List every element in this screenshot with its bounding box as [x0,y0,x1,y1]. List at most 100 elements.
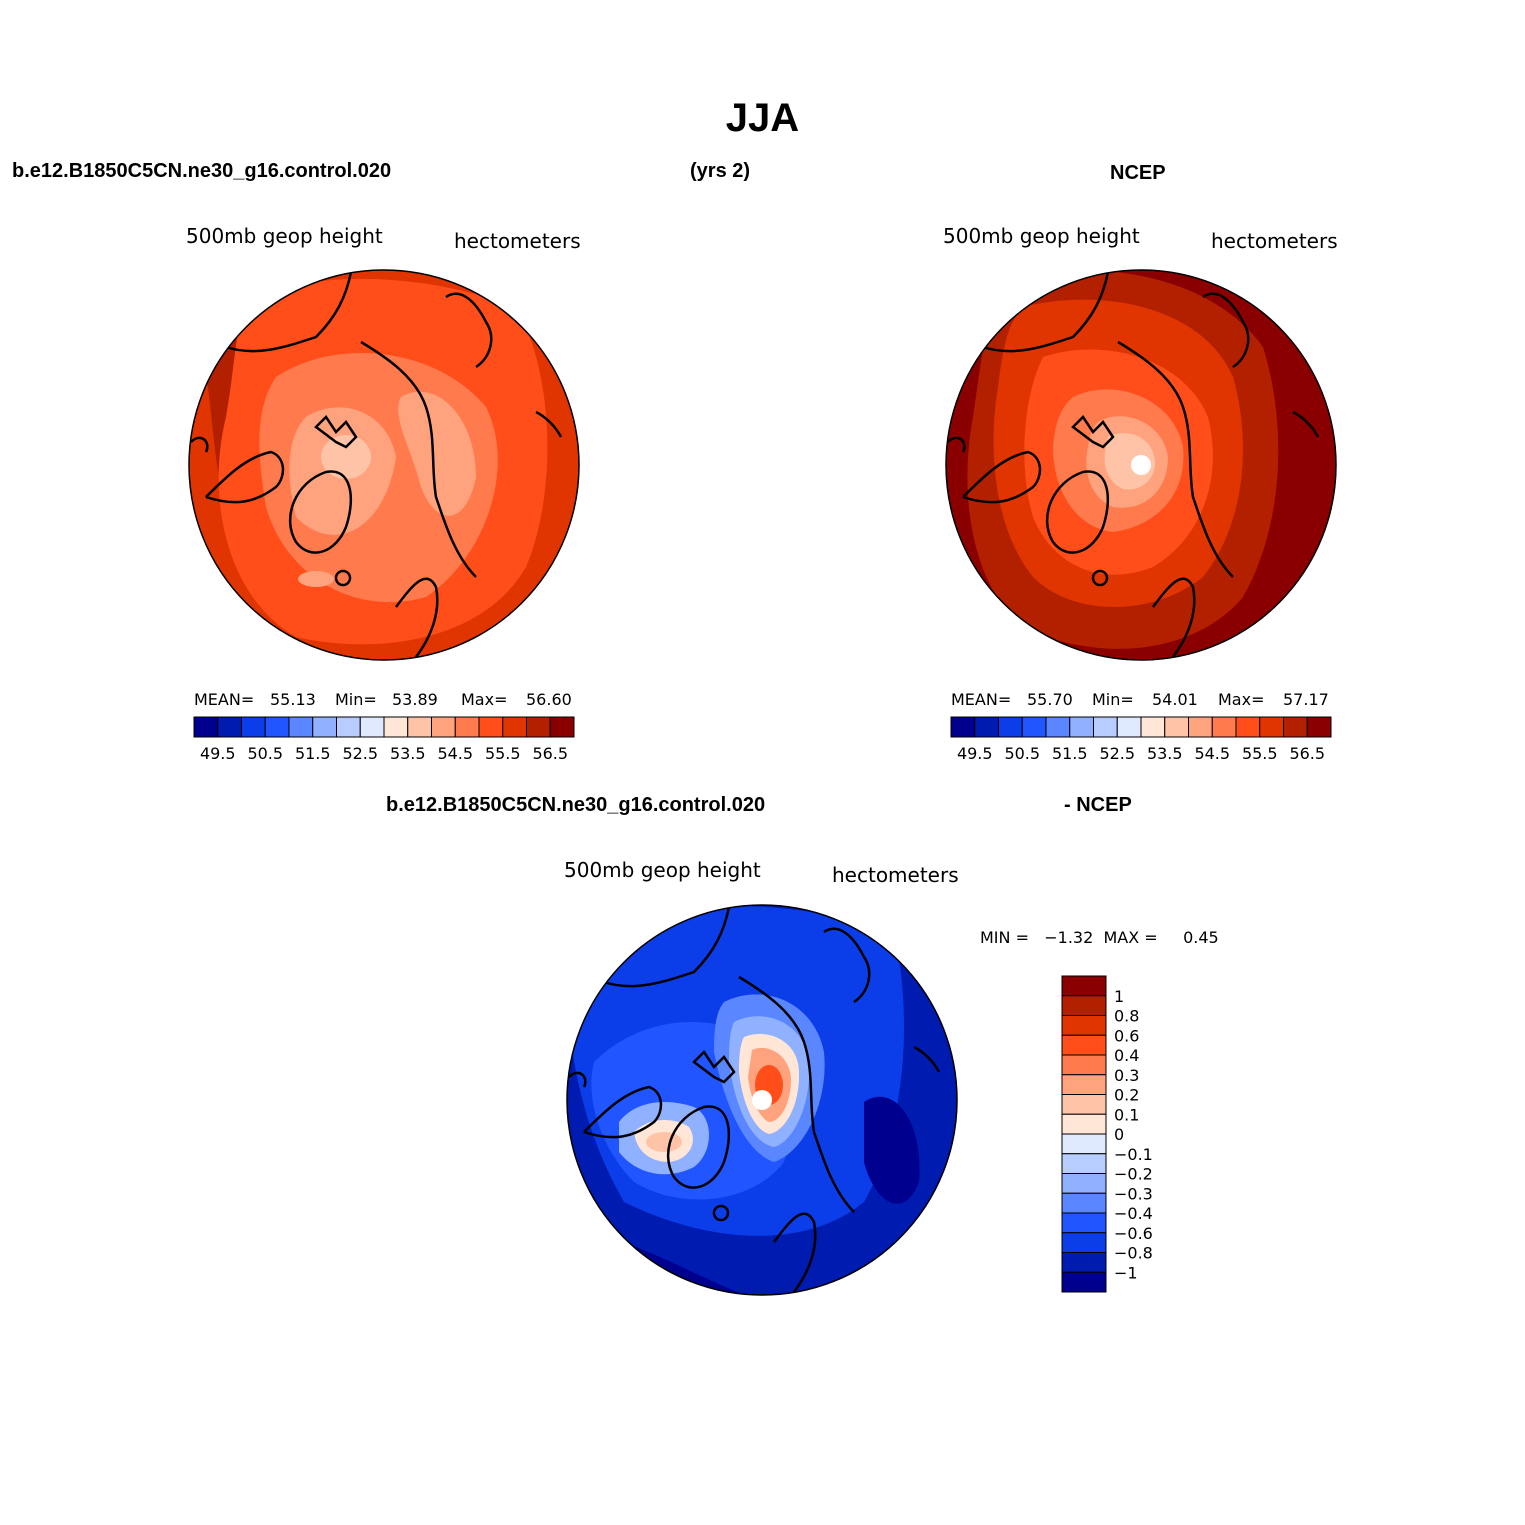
model-variable-label: 500mb geop height [186,224,383,248]
years-header: (yrs 2) [690,160,751,182]
model-colorbar-box [407,716,432,738]
obs-min-label: Min= [1092,690,1134,709]
diff-colorbar-tick-label: 0 [1114,1125,1124,1144]
diff-colorbar-tick-label: −1 [1114,1263,1138,1282]
model-min-label: Min= [335,690,377,709]
obs-colorbar-tick-label: 49.5 [957,744,993,763]
model-colorbar-tick-label: 50.5 [247,744,283,763]
obs-colorbar-box [1140,716,1166,738]
model-field-level-56.0 [189,307,246,507]
diff-colorbar-tick-label: 1 [1114,987,1124,1006]
diff-map-border [566,904,958,1296]
diff-colorbar-tick-label: 0.3 [1114,1066,1139,1085]
obs-colorbar-box [998,716,1023,738]
diff-colorbar-tick-label: −0.6 [1114,1224,1153,1243]
diff-units-label: hectometers [832,863,959,887]
model-colorbar-box [383,716,409,738]
model-units-label: hectometers [454,229,581,253]
obs-colorbar-box [1188,716,1213,738]
model-colorbar-box [526,716,551,738]
obs-mean-value: 55.70 [1027,690,1073,709]
model-colorbar-tick-label: 49.5 [200,744,236,763]
model-colorbar-tick-label: 51.5 [295,744,331,763]
obs-colorbar-box [1021,716,1047,738]
model-colorbar-box [336,716,361,738]
obs-mean-label: MEAN= [951,690,1012,709]
obs-colorbar-tick-label: 53.5 [1147,744,1183,763]
diff-colorbar-box [1061,1212,1107,1234]
model-colorbar-box [193,716,219,738]
obs-min-value: 54.01 [1152,690,1198,709]
obs-colorbar-box [1259,716,1284,738]
obs-colorbar-tick-label: 52.5 [1099,744,1135,763]
model-colorbar-box [264,716,290,738]
obs-max-value: 57.17 [1283,690,1329,709]
diff-colorbar-tick-label: −0.2 [1114,1165,1153,1184]
obs-colorbar-box [1306,716,1332,738]
obs-colorbar-box [1211,716,1237,738]
obs-colorbar-box [1283,716,1308,738]
model-colorbar-tick-label: 53.5 [390,744,426,763]
obs-colorbar-tick-label: 50.5 [1004,744,1040,763]
obs-colorbar-tick-label: 55.5 [1242,744,1278,763]
diff-colorbar-box [1061,1271,1107,1293]
diff-colorbar-box [1061,1113,1107,1135]
diff-field-level-minus-1a [864,1096,920,1204]
diff-colorbar-tick-label: 0.8 [1114,1007,1139,1026]
diff-colorbar-box [1061,1173,1107,1194]
obs-colorbar-box [974,716,999,738]
model-colorbar-box [217,716,242,738]
diff-colorbar-tick-label: 0.2 [1114,1086,1139,1105]
model-max-label: Max= [461,690,508,709]
diff-colorbar-box [1061,1034,1107,1056]
model-coastlines [190,271,563,658]
obs-units-label: hectometers [1211,229,1338,253]
obs-colorbar-box [1045,716,1071,738]
obs-map-border [945,269,1337,661]
obs-colorbar: 49.5 50.5 51.5 52.5 53.5 54.5 55.5 56.5 [950,716,1332,763]
diff-colorbar-tick-label: −0.4 [1114,1204,1153,1223]
diff-colorbar-box [1061,995,1107,1016]
figure-title: JJA [725,96,800,140]
model-mean-label: MEAN= [194,690,255,709]
diff-variable-label: 500mb geop height [564,858,761,882]
obs-variable-label: 500mb geop height [943,224,1140,248]
model-min-value: 53.89 [392,690,438,709]
model-field-level-54.0b [398,391,476,516]
obs-polar-map [945,269,1337,661]
diff-colorbar-box [1061,975,1107,997]
obs-pole-marker [1131,455,1151,475]
obs-colorbar-box [1116,716,1142,738]
obs-field-level-54.0 [1104,433,1155,490]
model-colorbar-box [431,716,456,738]
diff-field-level-0.1b [646,1132,682,1152]
obs-colorbar-tick-label: 51.5 [1052,744,1088,763]
diff-colorbar-box [1061,1232,1107,1253]
model-colorbar-tick-label: 56.5 [532,744,568,763]
obs-colorbar-tick-label: 56.5 [1289,744,1325,763]
obs-colorbar-box [1164,716,1189,738]
model-colorbar-box [549,716,575,738]
diff-colorbar-box [1061,1192,1107,1214]
diff-colorbar-tick-label: 0.1 [1114,1105,1139,1124]
model-colorbar-box [359,716,385,738]
diff-pole-marker [752,1090,772,1110]
diff-colorbar-tick-label: 0.4 [1114,1046,1139,1065]
obs-colorbar-box [1069,716,1094,738]
obs-coastlines [947,271,1320,658]
diff-polar-map [566,904,958,1296]
model-colorbar-box [454,716,480,738]
model-colorbar-box [312,716,337,738]
obs-colorbar-tick-label: 54.5 [1194,744,1230,763]
case-name-header: b.e12.B1850C5CN.ne30_g16.control.020 [12,160,392,182]
diff-colorbar-box [1061,1054,1107,1076]
obs-colorbar-box [950,716,976,738]
diff-colorbar-box [1061,1252,1107,1273]
diff-colorbar-tick-label: −0.1 [1114,1145,1153,1164]
obs-max-label: Max= [1218,690,1265,709]
model-max-value: 56.60 [526,690,572,709]
diff-colorbar-box [1061,1074,1107,1095]
model-colorbar: 49.5 50.5 51.5 52.5 53.5 54.5 55.5 56.5 [193,716,575,763]
obs-name-header: NCEP [1110,162,1166,184]
model-colorbar-box [502,716,527,738]
